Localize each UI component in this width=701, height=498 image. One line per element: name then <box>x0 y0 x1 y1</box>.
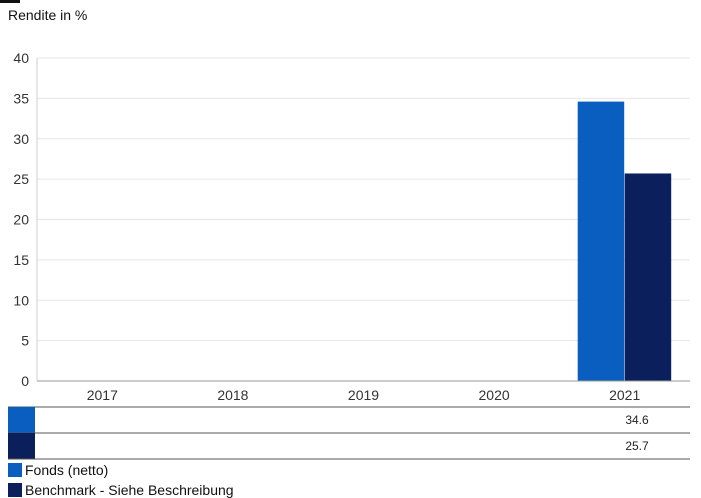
legend-item-fonds: Fonds (netto) <box>8 462 108 478</box>
y-tick-label: 40 <box>13 50 29 66</box>
y-tick-label: 15 <box>13 252 29 268</box>
y-tick-label: 20 <box>13 212 29 228</box>
table-swatch <box>8 433 35 459</box>
y-tick-label: 5 <box>21 333 29 349</box>
legend-swatch-fonds <box>8 463 22 477</box>
y-axis-label: Rendite in % <box>8 7 88 23</box>
table-swatch <box>8 407 35 433</box>
x-tick-label: 2018 <box>217 387 248 403</box>
table-cell-value: 34.6 <box>625 413 649 427</box>
x-tick-label: 2021 <box>609 387 640 403</box>
table-cell-value: 25.7 <box>625 439 649 453</box>
legend-label-benchmark: Benchmark - Siehe Beschreibung <box>25 482 234 498</box>
bar-benchmark-2021 <box>624 173 672 381</box>
x-tick-label: 2019 <box>348 387 379 403</box>
y-tick-label: 35 <box>13 90 29 106</box>
x-tick-label: 2017 <box>87 387 118 403</box>
bar-fonds-2021 <box>577 101 625 381</box>
y-tick-label: 0 <box>21 373 29 389</box>
y-tick-label: 25 <box>13 171 29 187</box>
y-tick-label: 10 <box>13 292 29 308</box>
legend-item-benchmark: Benchmark - Siehe Beschreibung <box>8 482 234 498</box>
legend-label-fonds: Fonds (netto) <box>25 462 109 478</box>
header-accent-line <box>0 0 20 3</box>
y-tick-label: 30 <box>13 131 29 147</box>
x-tick-label: 2020 <box>479 387 510 403</box>
legend-swatch-benchmark <box>8 483 22 497</box>
